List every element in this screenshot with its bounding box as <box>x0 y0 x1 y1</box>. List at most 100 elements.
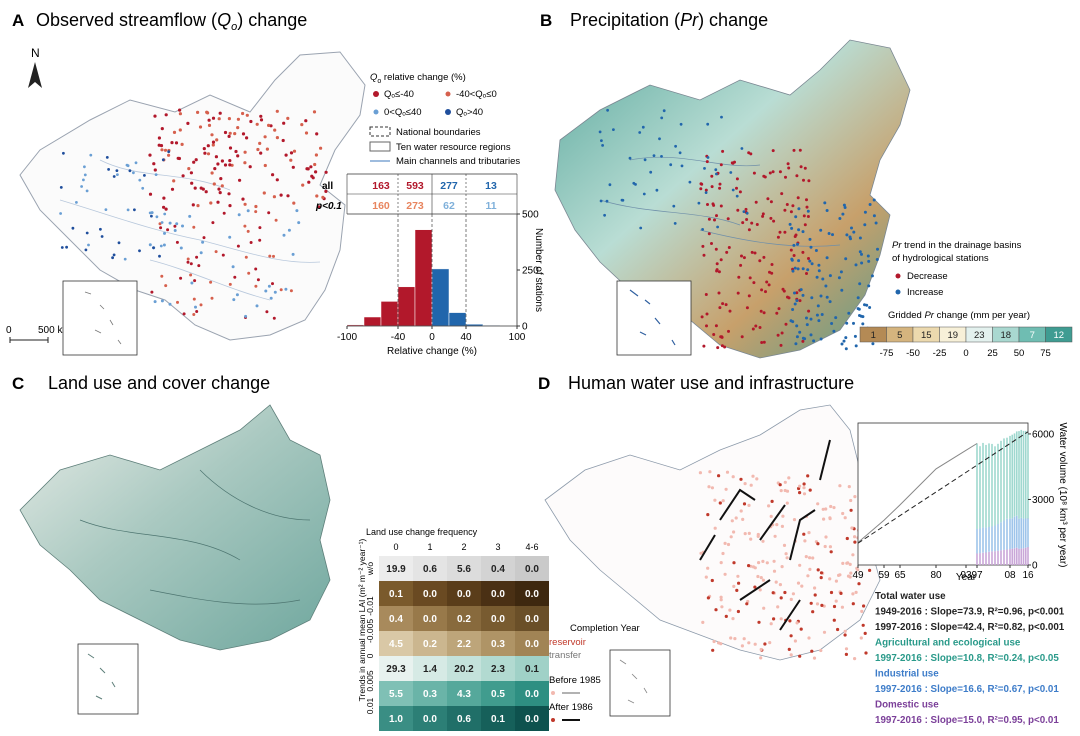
station-dot <box>158 222 162 226</box>
station-dot <box>605 199 609 203</box>
station-dot <box>150 290 154 294</box>
station-dot <box>801 339 805 343</box>
histogram-xlabel: Relative change (%) <box>387 346 477 357</box>
station-dot <box>773 534 777 538</box>
station-dot <box>269 124 273 128</box>
station-dot <box>807 257 810 260</box>
station-dot <box>699 551 703 555</box>
water-use-bar <box>982 527 984 553</box>
station-dot <box>723 541 727 546</box>
station-dot <box>851 602 855 606</box>
station-dot <box>65 245 68 249</box>
water-use-bar <box>1006 437 1008 519</box>
station-dot <box>796 267 800 271</box>
station-dot <box>132 171 135 175</box>
station-dot <box>725 470 730 474</box>
station-dot <box>634 183 637 186</box>
station-dot <box>718 186 722 190</box>
station-dot <box>300 123 304 127</box>
station-dot <box>718 182 722 186</box>
water-use-chart: 0 3000 6000 49 59 65 80 93 97 08 16 Year Water vol… <box>852 423 1068 584</box>
station-dot <box>740 335 744 339</box>
station-dot <box>840 288 844 292</box>
station-dot <box>720 344 724 348</box>
heatmap-cell <box>447 631 481 656</box>
count-table-cell: 163 <box>372 180 390 192</box>
station-dot <box>838 484 842 488</box>
station-dot <box>733 637 737 641</box>
station-dot <box>84 248 88 252</box>
station-dot <box>271 173 275 177</box>
station-dot <box>716 346 720 350</box>
station-dot <box>755 477 759 481</box>
station-dot <box>59 186 63 189</box>
station-dot <box>85 189 89 193</box>
station-dot <box>723 345 727 349</box>
station-dot <box>732 530 736 534</box>
colorbar-cell-value: 12 <box>1053 330 1064 341</box>
water-use-bar <box>1018 548 1020 565</box>
station-dot <box>660 155 663 158</box>
station-dot <box>284 287 288 291</box>
heatmap-cell <box>413 656 447 681</box>
station-dot <box>808 237 812 241</box>
station-dot <box>642 192 646 196</box>
station-dot <box>99 227 102 231</box>
station-dot <box>192 297 196 301</box>
station-dot <box>148 153 152 157</box>
station-dot <box>804 555 808 559</box>
water-use-bar <box>994 446 996 526</box>
heatmap-cell <box>481 581 515 606</box>
heatmap-cell-value: 0.0 <box>525 614 539 625</box>
map-b-china-outline <box>554 39 911 359</box>
heatmap-cell-value: 0.0 <box>525 564 539 575</box>
station-dot <box>269 296 273 300</box>
station-dot <box>779 596 783 600</box>
station-dot <box>307 180 311 184</box>
station-dot <box>809 317 813 321</box>
station-dot <box>706 566 710 570</box>
station-dot <box>649 170 653 174</box>
water-use-bar <box>982 552 984 565</box>
station-dot <box>795 299 799 303</box>
station-dot <box>202 147 206 151</box>
count-table-cell: 13 <box>485 180 497 192</box>
station-dot <box>868 203 872 206</box>
station-dot <box>190 281 194 285</box>
station-dot <box>728 608 732 612</box>
station-dot <box>801 230 805 234</box>
station-dot <box>872 214 876 218</box>
station-dot <box>758 259 762 263</box>
heatmap-cell-value: 5.5 <box>389 689 403 700</box>
inset-south-china-sea-d <box>609 649 671 717</box>
station-dot <box>181 224 184 228</box>
station-dot <box>800 584 804 588</box>
station-dot <box>194 158 198 162</box>
heatmap-cell <box>447 606 481 631</box>
histogram-bar <box>380 301 399 327</box>
station-dot <box>273 290 277 294</box>
station-dot <box>195 310 199 313</box>
station-dot <box>784 552 788 556</box>
station-dot <box>194 305 197 309</box>
station-dot <box>807 179 811 183</box>
station-dot <box>868 568 872 573</box>
station-dot <box>153 114 157 118</box>
water-use-stat-line: Domestic use <box>875 700 939 711</box>
heatmap-cell-value: 1.0 <box>389 714 403 725</box>
station-dot <box>210 171 214 175</box>
station-dot <box>739 263 743 267</box>
station-dot <box>846 561 850 565</box>
station-dot <box>844 652 849 657</box>
station-dot <box>816 568 820 572</box>
colorbar-cell-value: 15 <box>921 330 932 341</box>
station-dot <box>729 171 733 174</box>
station-dot <box>798 148 802 152</box>
heatmap-cell-value: 0.6 <box>423 564 437 575</box>
water-use-bar <box>985 552 987 565</box>
water-use-bar <box>1027 518 1029 548</box>
station-dot <box>189 262 193 266</box>
station-dot <box>762 174 766 178</box>
water-use-bar <box>991 526 993 552</box>
heatmap-cell <box>447 706 481 731</box>
